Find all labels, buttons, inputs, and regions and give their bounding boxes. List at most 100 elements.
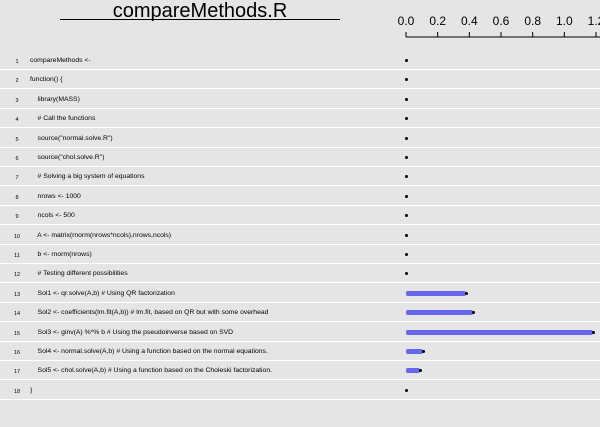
row-gridline [0,88,600,90]
line-number: 13 [13,291,21,298]
row-gridline [0,321,600,323]
row-gridline [0,107,600,109]
row-gridline [0,185,600,187]
code-text: Sol4 <- normal.solve(A,b) # Using a func… [30,348,268,355]
row-gridline [0,166,600,167]
time-point [405,388,408,392]
row-gridline [0,263,600,264]
time-point [405,156,408,159]
line-number: 12 [13,272,21,279]
code-text: # Solving a big system of equations [30,173,145,181]
time-point [591,330,595,334]
code-line-row: 15 Sol3 <- ginv(A) %*% b # Using the pse… [0,323,600,342]
line-number: 7 [15,175,19,182]
axis-tick-label: 1.0 [556,14,573,28]
time-point [405,233,408,237]
code-text: source("normal.solve.R") [30,134,113,142]
code-text: function() { [30,76,63,84]
time-point [405,175,408,179]
code-line-row: 2 function() { [0,70,600,90]
code-text: source("chol.solve.R") [30,154,105,161]
line-number: 2 [15,78,19,85]
axis-tick-label: 0.0 [398,14,415,28]
code-line-row: 17 Sol5 <- chol.solve(A,b) # Using a fun… [0,361,600,381]
axis-tick-label: 0.6 [493,14,510,28]
row-gridline [0,146,600,148]
line-number: 5 [15,136,19,143]
time-point [405,214,408,218]
line-number: 4 [15,117,19,124]
line-number: 1 [15,59,19,65]
row-gridline [0,379,600,381]
time-point [405,59,408,62]
code-line-row: 6 source("chol.solve.R") [0,148,600,167]
code-text: } [30,386,33,394]
title-underline [60,19,340,20]
time-point [419,369,423,373]
code-line-row: 11 b <- rnorm(nrows) [0,245,600,264]
x-axis: 0.0 0.2 0.4 0.6 0.8 1.0 1.2 [398,14,600,38]
code-line-row: 13 Sol1 <- qr.solve(A,b) # Using QR fact… [0,284,600,303]
code-text: Sol1 <- qr.solve(A,b) # Using QR factori… [30,289,175,297]
code-text: ncols <- 500 [30,212,75,220]
code-text: Sol2 <- coefficients(lm.fit(A,b)) # lm.f… [30,309,269,317]
row-gridline [0,69,600,70]
code-text: # Testing different possibilities [30,270,128,278]
time-point [405,194,408,198]
row-gridline [0,340,600,342]
row-gridline [0,243,600,245]
time-point [405,272,408,276]
time-bar [406,368,421,374]
line-number: 14 [13,311,21,318]
axis-tick-label: 0.4 [461,14,478,28]
line-number: 11 [14,253,20,259]
code-text: b <- rnorm(nrows) [30,251,92,258]
row-gridline [0,301,600,303]
code-line-row: 5 source("normal.solve.R") [0,129,600,148]
axis-tick-label: 1.2 [588,14,600,28]
time-point [405,136,408,140]
code-text: Sol3 <- ginv(A) %*% b # Using the pseudo… [30,328,234,336]
code-line-row: 4 # Call the functions [0,109,600,129]
code-line-row: 12 # Testing different possibilities [0,264,600,284]
code-text: Sol5 <- chol.solve(A,b) # Using a functi… [30,367,272,375]
code-line-row: 18} [0,381,600,400]
code-text: library(MASS) [30,95,80,103]
time-point [405,97,408,101]
row-gridline [0,204,600,206]
code-text: # Call the functions [30,115,96,123]
time-point [465,291,469,295]
row-gridline [0,282,600,284]
code-line-row: 10 A <- matrix(rnorm(nrows*ncols),nrows,… [0,226,600,245]
time-point [471,311,475,315]
time-bar [406,310,473,316]
axis-tick-label: 0.2 [429,14,446,28]
code-line-row: 9 ncols <- 500 [0,206,600,226]
time-bar [406,290,467,296]
code-text: compareMethods <- [30,57,91,64]
line-number: 6 [15,156,19,162]
page-title: compareMethods.R [112,0,288,22]
line-number: 16 [13,350,21,356]
row-gridline [0,127,600,129]
code-text: nrows <- 1000 [30,192,81,200]
code-line-row: 3 library(MASS) [0,90,600,109]
line-number: 9 [15,214,19,221]
time-bar [406,349,424,354]
code-line-row: 7 # Solving a big system of equations [0,167,600,187]
axis-tick-label: 0.8 [524,14,541,28]
line-number: 8 [15,194,19,201]
row-gridline [0,360,600,361]
time-point [422,350,426,353]
code-line-row: 16 Sol4 <- normal.solve(A,b) # Using a f… [0,342,600,361]
line-number: 10 [13,233,21,240]
time-point [405,253,408,256]
code-line-row: 8 nrows <- 1000 [0,187,600,206]
code-text: A <- matrix(rnorm(nrows*ncols),nrows,nco… [30,231,172,239]
line-number: 3 [15,97,19,104]
row-gridline [0,224,600,226]
code-line-row: 14 Sol2 <- coefficients(lm.fit(A,b)) # l… [0,303,600,323]
time-bar [406,329,593,335]
line-number: 18 [13,388,21,395]
time-point [405,78,408,82]
